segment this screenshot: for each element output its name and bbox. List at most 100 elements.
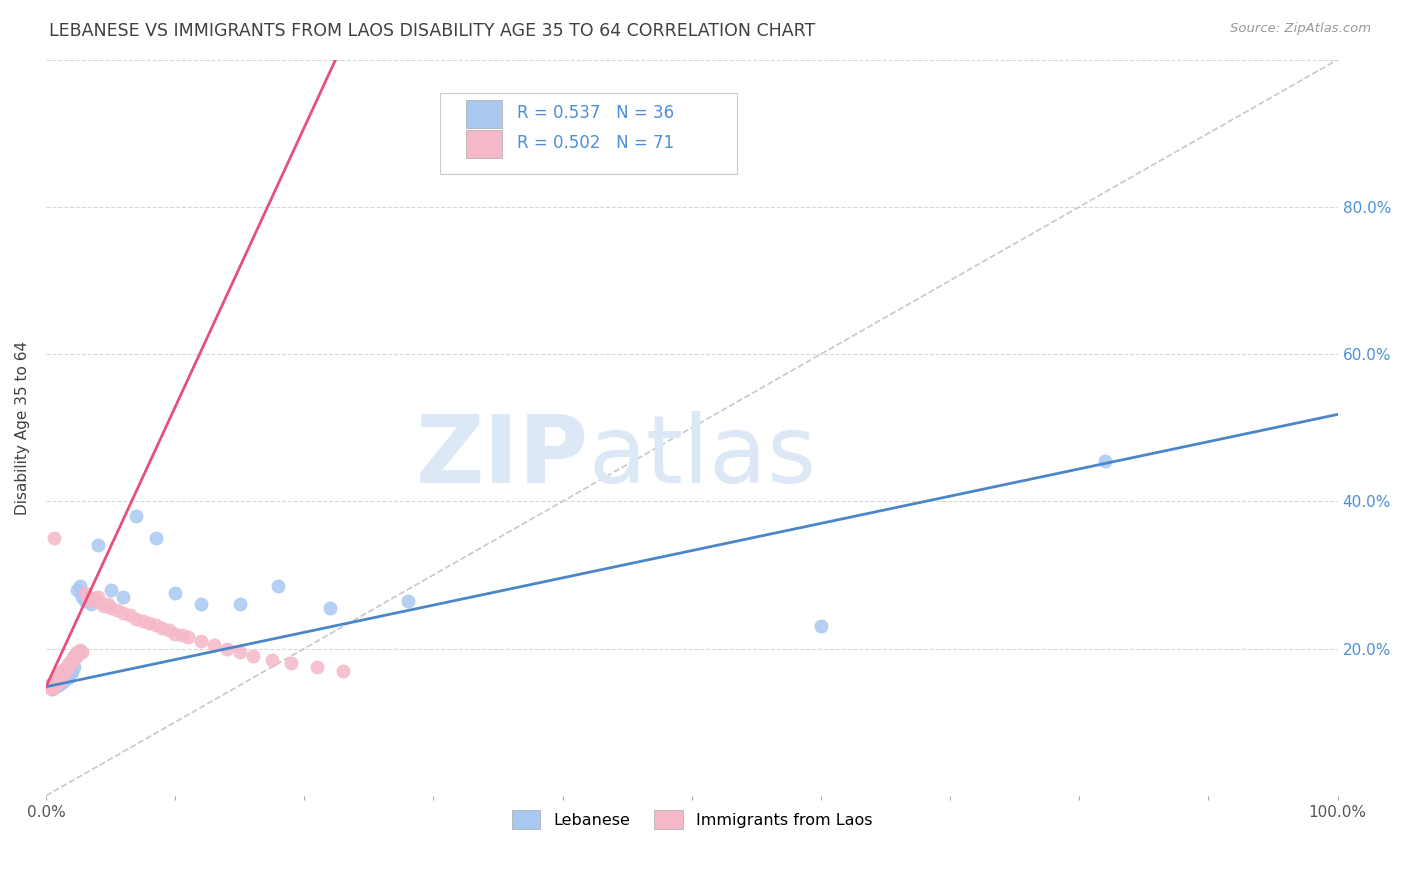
Point [228,645,250,659]
Point [52,667,75,681]
Point [280,657,302,671]
Point [48,669,70,683]
Point [46,673,69,687]
Point [59,655,82,669]
Point [46,671,69,685]
Point [42,680,65,694]
Point [41,681,63,696]
Text: R = 0.502   N = 71: R = 0.502 N = 71 [517,134,675,152]
Point [42,678,65,692]
Point [44,680,66,694]
Point [112,590,135,604]
Point [215,641,238,656]
Point [53,662,76,676]
Point [307,660,329,674]
Point [58,657,80,672]
Point [41,681,63,696]
Point [260,652,283,666]
FancyBboxPatch shape [465,100,502,128]
Point [170,628,193,642]
Point [76,589,98,603]
Point [51,665,73,679]
Point [52,664,75,678]
Point [55,660,77,674]
Point [53,667,76,681]
Point [165,586,187,600]
Point [58,657,80,671]
Point [56,671,79,685]
Point [53,664,76,678]
Point [100,582,122,597]
Point [396,593,419,607]
FancyBboxPatch shape [465,129,502,158]
Point [125,612,148,626]
Point [202,638,225,652]
Point [69,643,91,657]
Point [63,660,86,674]
Point [49,673,72,687]
Point [58,667,80,681]
Text: ZIP: ZIP [416,411,589,503]
Point [38,680,60,694]
Point [67,648,90,662]
Point [49,671,72,685]
Point [59,664,82,678]
Point [53,665,76,679]
Point [44,674,66,689]
Point [242,648,264,663]
Point [810,619,832,633]
Y-axis label: Disability Age 35 to 64: Disability Age 35 to 64 [15,341,30,515]
Text: Source: ZipAtlas.com: Source: ZipAtlas.com [1230,22,1371,36]
Point [138,615,160,630]
Point [70,645,93,659]
Point [73,593,96,607]
Point [45,677,67,691]
Point [70,590,93,604]
Text: atlas: atlas [589,411,817,503]
Point [267,579,290,593]
Point [80,593,103,607]
Point [97,598,120,612]
Point [60,665,83,679]
Point [190,634,212,648]
Point [48,674,70,689]
Point [56,660,79,674]
Point [55,665,77,679]
Text: LEBANESE VS IMMIGRANTS FROM LAOS DISABILITY AGE 35 TO 64 CORRELATION CHART: LEBANESE VS IMMIGRANTS FROM LAOS DISABIL… [49,22,815,40]
Point [45,674,67,689]
Point [89,596,111,610]
Point [66,645,89,659]
Point [38,678,60,692]
Point [145,531,167,545]
Point [65,650,87,665]
Point [62,650,84,665]
Point [105,603,128,617]
Point [157,623,180,637]
Point [51,669,73,683]
Point [177,631,200,645]
FancyBboxPatch shape [440,93,737,174]
Point [46,674,69,689]
Point [93,599,115,613]
Point [228,598,250,612]
Point [332,664,354,678]
Point [52,674,75,689]
Point [132,614,155,628]
Point [190,598,212,612]
Point [42,531,65,545]
Point [112,606,135,620]
Point [125,508,148,523]
Point [51,671,73,685]
Point [150,621,173,635]
Point [59,657,82,671]
Point [165,627,187,641]
Point [319,601,342,615]
Point [145,618,167,632]
Point [84,591,107,606]
Point [100,601,122,615]
Point [66,582,89,597]
Point [44,678,66,692]
Point [63,648,86,663]
Point [53,665,76,679]
Point [60,652,83,666]
